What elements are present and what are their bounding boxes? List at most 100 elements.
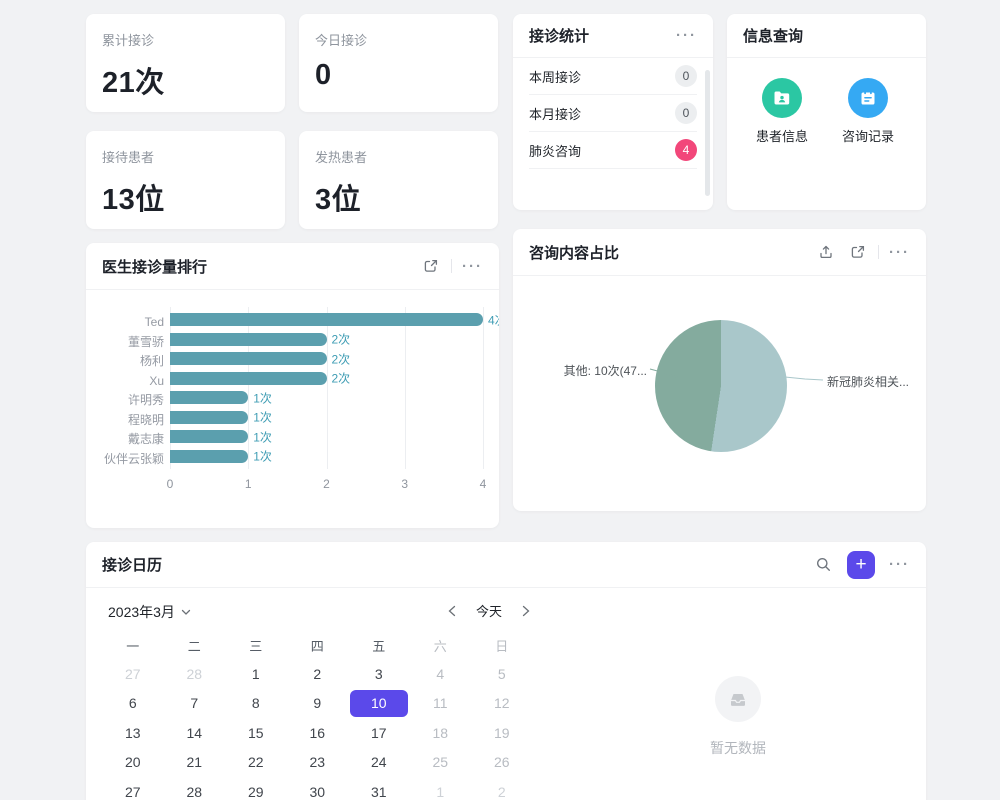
calendar-day[interactable]: 28 <box>186 665 203 682</box>
calendar-day[interactable]: 6 <box>128 695 137 712</box>
bar-程晓明[interactable]: 1次 <box>170 410 272 425</box>
stat-label: 累计接诊 <box>102 33 155 48</box>
calendar-day[interactable]: 25 <box>432 754 449 771</box>
bar-戴志康[interactable]: 1次 <box>170 430 272 444</box>
calendar-day[interactable]: 8 <box>251 695 260 712</box>
calendar-day[interactable]: 14 <box>186 724 203 741</box>
calendar-day[interactable]: 30 <box>309 783 326 800</box>
calendar-day[interactable]: 22 <box>247 754 264 771</box>
x-tick-label: 4 <box>479 477 487 491</box>
x-tick-label: 1 <box>244 477 252 491</box>
selected-day: 10 <box>349 689 408 717</box>
shortcut-consult-records[interactable]: 咨询记录 <box>839 78 897 145</box>
count-badge: 4 <box>675 139 697 161</box>
bar-杨利[interactable]: 2次 <box>170 352 350 366</box>
month-selector[interactable]: 2023年3月 <box>108 602 191 622</box>
calendar-day[interactable]: 12 <box>493 695 510 712</box>
calendar-day[interactable]: 26 <box>493 754 510 771</box>
patient-info-icon <box>762 78 802 118</box>
calendar-day[interactable]: 20 <box>124 754 141 771</box>
calendar-day[interactable]: 17 <box>370 724 387 741</box>
calendar-day[interactable]: 28 <box>186 783 203 800</box>
bar-Ted[interactable]: 4次 <box>170 313 499 327</box>
prev-month-icon[interactable] <box>448 605 456 617</box>
weekday-label: 四 <box>310 638 324 654</box>
calendar-day[interactable]: 24 <box>370 754 387 771</box>
calendar-day[interactable]: 13 <box>124 724 141 741</box>
pie-chart[interactable] <box>655 320 787 452</box>
gridline <box>483 307 484 469</box>
bar-伙伴云张颖[interactable]: 1次 <box>170 449 272 464</box>
gridline <box>326 307 328 469</box>
calendar-day[interactable]: 9 <box>313 695 322 712</box>
bar-许明秀[interactable]: 1次 <box>170 391 272 405</box>
calendar-day[interactable]: 1 <box>436 783 445 800</box>
scrollbar[interactable] <box>705 70 710 196</box>
more-icon[interactable]: ··· <box>676 27 697 44</box>
bar-category-label: 杨利 <box>139 354 164 368</box>
bar-category-label: Ted <box>144 315 164 329</box>
x-tick-label: 2 <box>323 477 330 491</box>
calendar-day[interactable]: 27 <box>124 783 141 800</box>
calendar-day[interactable]: 16 <box>309 724 326 741</box>
bar-董雪骄[interactable]: 2次 <box>170 332 350 347</box>
stats-list-item[interactable]: 肺炎咨询 4 <box>529 132 697 169</box>
visit-stats-header: 接诊统计 ··· <box>513 14 713 58</box>
doctor-ranking-header: 医生接诊量排行 ··· <box>86 243 499 290</box>
stat-value: 13位 <box>102 184 165 216</box>
expand-icon[interactable] <box>421 256 441 276</box>
calendar-day[interactable]: 1 <box>251 665 260 682</box>
search-icon[interactable] <box>813 555 833 575</box>
calendar-day[interactable]: 3 <box>374 665 383 682</box>
stat-card-total-visits[interactable]: 累计接诊 21次 <box>86 14 285 112</box>
shortcut-patient-info[interactable]: 患者信息 <box>753 78 811 145</box>
visit-stats-panel: 接诊统计 ··· 本周接诊 0 本月接诊 0 肺炎咨询 4 <box>513 14 713 210</box>
bar-category-label: 程晓明 <box>127 412 164 427</box>
bar-category-label: Xu <box>149 373 164 388</box>
weekday-header-row: 一 二 三 四 五 六 日 <box>102 632 533 658</box>
calendar-day[interactable]: 19 <box>493 724 510 741</box>
stat-label: 发热患者 <box>315 150 368 165</box>
calendar-day[interactable]: 2 <box>497 783 506 800</box>
bar-Xu[interactable]: 2次 <box>170 371 350 386</box>
calendar-day[interactable]: 21 <box>186 754 203 771</box>
calendar-day[interactable]: 15 <box>247 724 264 741</box>
x-axis-ticks: 0 1 2 3 4 <box>167 477 487 491</box>
calendar-day[interactable]: 2 <box>313 665 322 682</box>
add-event-button[interactable]: + <box>847 550 875 579</box>
panel-title: 信息查询 <box>743 28 804 45</box>
calendar-day[interactable]: 5 <box>497 665 506 682</box>
stat-card-fever-patients[interactable]: 发热患者 3位 <box>299 131 498 229</box>
stat-card-today-visits[interactable]: 今日接诊 0 <box>299 14 498 112</box>
calendar-day[interactable]: 23 <box>309 754 326 771</box>
calendar-day[interactable]: 10 <box>348 689 410 719</box>
weekday-label: 一 <box>126 638 140 654</box>
month-label: 2023年3月 <box>108 604 175 620</box>
calendar-day[interactable]: 11 <box>432 695 448 712</box>
calendar-day[interactable]: 4 <box>436 665 445 682</box>
stats-list-item[interactable]: 本月接诊 0 <box>529 95 697 132</box>
stat-card-patients-received[interactable]: 接待患者 13位 <box>86 131 285 229</box>
next-month-icon[interactable] <box>522 605 530 617</box>
consult-record-icon <box>848 78 888 118</box>
gridline <box>404 307 406 469</box>
weekday-label: 三 <box>249 638 263 654</box>
info-query-header: 信息查询 <box>727 14 926 58</box>
calendar-day[interactable]: 31 <box>370 783 387 800</box>
calendar-day[interactable]: 7 <box>190 695 199 712</box>
more-icon[interactable]: ··· <box>889 556 910 573</box>
calendar-day[interactable]: 29 <box>247 783 264 800</box>
more-icon[interactable]: ··· <box>889 243 910 261</box>
more-icon[interactable]: ··· <box>462 257 483 275</box>
export-icon[interactable] <box>816 242 836 262</box>
calendar-day[interactable]: 27 <box>124 665 141 682</box>
pie-label-other: 其他: 10次(47... <box>563 364 647 378</box>
expand-icon[interactable] <box>848 242 868 262</box>
stats-list-item[interactable]: 本周接诊 0 <box>529 58 697 95</box>
today-button[interactable]: 今天 <box>476 604 503 619</box>
stats-item-label: 本周接诊 <box>529 69 582 85</box>
stat-value: 3位 <box>315 184 362 216</box>
calendar-day[interactable]: 18 <box>432 724 449 741</box>
empty-inbox-icon <box>715 676 761 722</box>
